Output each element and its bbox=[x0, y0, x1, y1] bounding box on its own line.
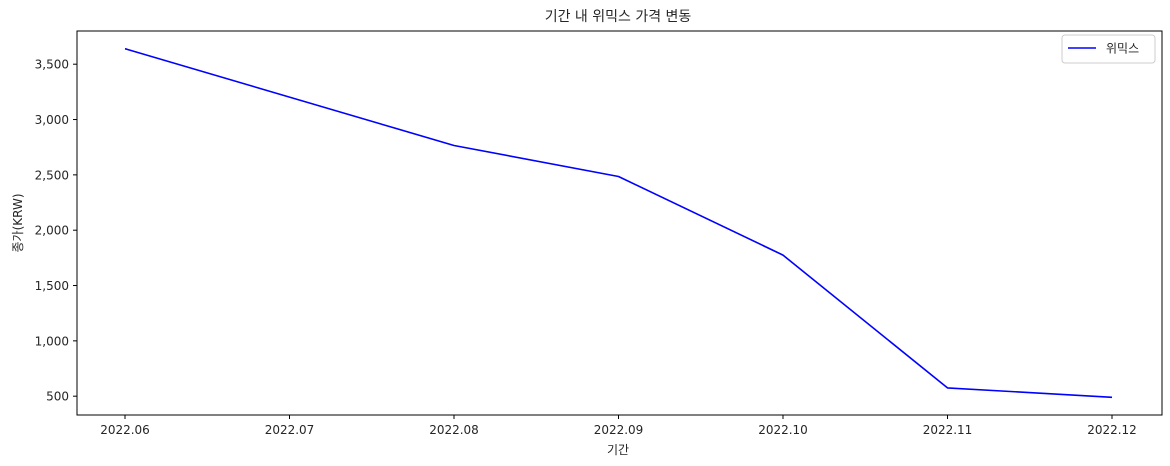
series-line bbox=[124, 47, 1113, 399]
plot-frame bbox=[76, 30, 1163, 416]
legend-box bbox=[1061, 34, 1156, 64]
x-tick-label: 2022.09 bbox=[594, 423, 644, 437]
x-axis-label: 기간 bbox=[607, 443, 629, 457]
y-tick-label: 1,500 bbox=[35, 279, 69, 293]
x-tick-label: 2022.06 bbox=[100, 423, 150, 437]
y-axis-label: 종가(KRW) bbox=[11, 193, 25, 252]
y-tick-label: 3,500 bbox=[35, 58, 69, 72]
x-tick-label: 2022.12 bbox=[1087, 423, 1137, 437]
y-tick-label: 2,500 bbox=[35, 168, 69, 182]
y-tick-label: 500 bbox=[46, 390, 69, 404]
x-axis: 2022.06 2022.07 2022.08 2022.09 2022.10 2022.… bbox=[100, 415, 1137, 437]
x-tick-label: 2022.08 bbox=[429, 423, 479, 437]
chart-title: 기간 내 위믹스 가격 변동 bbox=[545, 9, 692, 25]
series-layer bbox=[124, 47, 1113, 399]
y-tick-label: 1,000 bbox=[35, 334, 69, 348]
legend: 위믹스 bbox=[1061, 34, 1156, 64]
x-tick-label: 2022.07 bbox=[265, 423, 315, 437]
x-tick-label: 2022.11 bbox=[923, 423, 973, 437]
y-tick-label: 3,000 bbox=[35, 113, 69, 127]
legend-label: 위믹스 bbox=[1106, 42, 1139, 56]
plot-area bbox=[76, 30, 1163, 416]
y-tick-label: 2,000 bbox=[35, 224, 69, 238]
x-tick-label: 2022.10 bbox=[758, 423, 808, 437]
y-axis: 500 1,000 1,500 2,000 2,500 3,000 3,500 bbox=[35, 58, 77, 404]
